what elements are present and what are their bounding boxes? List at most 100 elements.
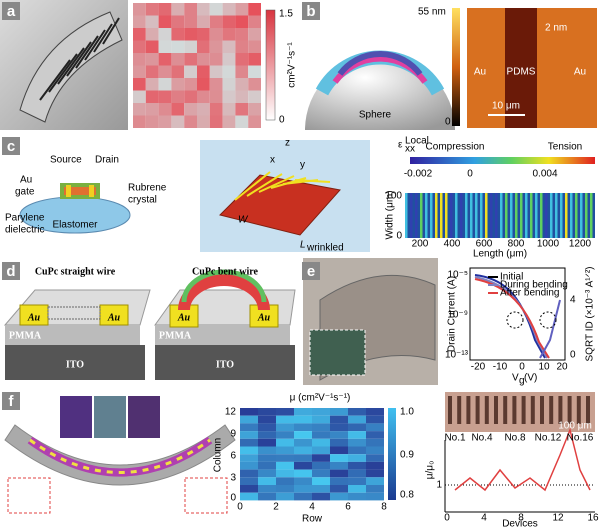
heat-cell: [348, 408, 366, 416]
tick-label: 0: [467, 169, 473, 180]
marker: [506, 311, 524, 329]
strain-stripe: [445, 193, 448, 238]
stripe: [84, 29, 106, 61]
tick-label: 8: [381, 502, 387, 513]
heat-cell: [197, 65, 210, 78]
heat-cell: [294, 492, 312, 501]
tick-label: 400: [444, 239, 461, 250]
strain-stripe: [435, 193, 438, 238]
heat-cell: [209, 78, 223, 91]
strain-stripe: [590, 193, 593, 238]
heat-cell: [240, 431, 258, 439]
heat-cell: [240, 454, 258, 462]
heat-cell: [240, 485, 258, 493]
label: xx: [405, 144, 415, 155]
device-label: No.8: [504, 433, 526, 444]
label: CuPc bent wire: [192, 266, 258, 277]
heat-cell: [222, 28, 236, 41]
strain-stripe: [415, 193, 418, 238]
devices: [29, 438, 211, 474]
heat-cell: [184, 103, 197, 116]
label: Au: [257, 312, 271, 323]
stripe: [75, 35, 99, 69]
heat-cell: [276, 477, 294, 485]
heat-cell: [184, 53, 197, 66]
heat-cell: [158, 53, 172, 66]
strain-stripe: [525, 193, 528, 238]
tick-label: 0: [237, 502, 243, 513]
colorbar: [410, 157, 595, 164]
label: 10 μm: [492, 101, 520, 112]
strain-stripe: [455, 193, 458, 238]
label: 55 nm: [418, 7, 446, 18]
heat-cell: [197, 3, 210, 16]
heat-cell: [258, 492, 276, 501]
heat-cell: [171, 78, 185, 91]
stripe: [48, 53, 78, 93]
heat-cell: [348, 423, 366, 432]
tick-label: -10: [493, 362, 508, 373]
heat-cell: [258, 477, 276, 485]
heat-cell: [258, 423, 276, 432]
strain-stripe: [555, 193, 558, 238]
label: μ (cm²V⁻¹s⁻¹): [290, 393, 351, 404]
heat-cell: [366, 492, 384, 501]
heat-cell: [171, 28, 185, 41]
label: PMMA: [159, 330, 192, 341]
heat-cell: [312, 461, 330, 470]
heat-cell: [312, 446, 330, 455]
label: Tension: [548, 142, 582, 153]
heat-cell: [348, 461, 366, 470]
heat-cell: [222, 78, 236, 91]
bent-wire: [181, 269, 267, 303]
tick-label: 4: [570, 295, 576, 306]
heat-cell: [209, 28, 223, 41]
panel-f: [4, 392, 595, 514]
heat-cell: [133, 40, 146, 53]
heat-cell: [158, 103, 172, 116]
heat-cell: [366, 408, 384, 416]
heat-cell: [294, 415, 312, 424]
tick-label: 10⁻⁹: [447, 310, 468, 321]
tick-label: 600: [476, 239, 493, 250]
heat-cell: [330, 423, 348, 432]
tick-label: 10⁻⁵: [447, 270, 468, 281]
tick-label: 8: [518, 513, 524, 524]
micrograph: [94, 396, 126, 438]
device-image: [466, 396, 471, 424]
tick-label: 100: [385, 191, 402, 202]
heat-cell: [258, 438, 276, 447]
ito: [155, 345, 295, 380]
device-image: [448, 396, 452, 424]
panel-a: [0, 0, 276, 130]
pmma-side: [5, 325, 140, 345]
panel-label-box: [2, 2, 20, 20]
heat-cell: [158, 40, 172, 53]
device-image: [475, 396, 480, 424]
heat-cell: [258, 469, 276, 478]
heat-cell: [235, 3, 249, 16]
label: PMMA: [9, 330, 42, 341]
tick-label: 0: [396, 231, 402, 242]
heat-cell: [258, 415, 276, 424]
label: Source: [50, 155, 82, 166]
heat-cell: [209, 115, 223, 128]
heat-cell: [209, 65, 223, 78]
panel-label-box: [302, 262, 320, 280]
label: Width (μm): [385, 190, 396, 239]
strain-stripe: [530, 193, 533, 238]
curve: [474, 274, 546, 359]
plot-area: [469, 267, 566, 361]
tick-label: 9: [230, 429, 236, 440]
heat-cell: [276, 454, 294, 462]
legend-label: During bending: [500, 280, 568, 291]
heat-cell: [222, 103, 236, 116]
wrinkle: [294, 179, 331, 183]
heat-cell: [171, 53, 185, 66]
strain-stripe: [500, 193, 503, 238]
strain-stripe: [570, 193, 573, 238]
stripe: [39, 59, 71, 101]
heat-cell: [312, 431, 330, 439]
heat-cell: [197, 103, 210, 116]
